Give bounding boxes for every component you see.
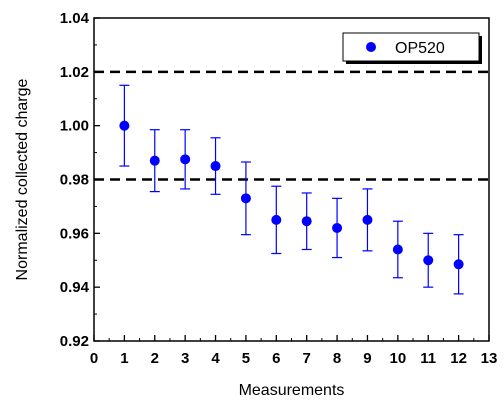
y-axis-label: Normalized collected charge: [14, 78, 31, 280]
data-point: [392, 244, 403, 255]
x-tick-label: 7: [303, 350, 311, 367]
y-tick-label: 1.04: [60, 10, 90, 27]
legend-label-op520: OP520: [395, 40, 445, 57]
y-tick-label: 1.02: [60, 64, 89, 81]
y-tick-label: 0.92: [60, 333, 89, 350]
data-point: [332, 222, 343, 233]
data-point: [301, 216, 312, 227]
reference-lines: [94, 70, 489, 181]
error-bars: [119, 84, 464, 295]
y-tick-label: 0.94: [60, 279, 90, 296]
x-tick-label: 11: [420, 350, 436, 367]
x-tick-label: 5: [242, 350, 250, 367]
data-point: [362, 214, 373, 225]
data-point: [453, 259, 464, 270]
data-point: [210, 161, 221, 172]
data-point: [180, 154, 191, 165]
y-tick-label: 0.98: [60, 172, 89, 189]
y-tick-label: 1.00: [60, 118, 89, 135]
data-point: [240, 193, 251, 204]
x-tick-label: 8: [333, 350, 341, 367]
x-tick-label: 12: [450, 350, 467, 367]
x-tick-label: 0: [90, 350, 98, 367]
legend-box: [342, 32, 480, 62]
y-axis-ticks: 0.92 0.94 0.96 0.98 1.00 1.02 1.04: [60, 10, 100, 350]
data-points: [119, 120, 464, 270]
x-axis-ticks: 0 1 2 3 4 5 6 7 8 9 10 11 12 13: [90, 335, 498, 367]
x-axis-label: Measurements: [239, 382, 345, 399]
x-tick-label: 3: [181, 350, 189, 367]
x-tick-label: 13: [481, 350, 498, 367]
x-tick-label: 4: [211, 350, 220, 367]
x-tick-label: 6: [272, 350, 280, 367]
y-tick-label: 0.96: [60, 225, 89, 242]
data-point: [119, 120, 130, 131]
x-tick-label: 9: [363, 350, 371, 367]
x-tick-label: 10: [390, 350, 407, 367]
data-point: [271, 214, 282, 225]
data-point: [423, 255, 434, 266]
legend-marker: [366, 42, 376, 52]
x-tick-label: 2: [151, 350, 159, 367]
x-tick-label: 1: [120, 350, 128, 367]
data-point: [149, 155, 160, 166]
legend: OP520: [342, 32, 482, 64]
